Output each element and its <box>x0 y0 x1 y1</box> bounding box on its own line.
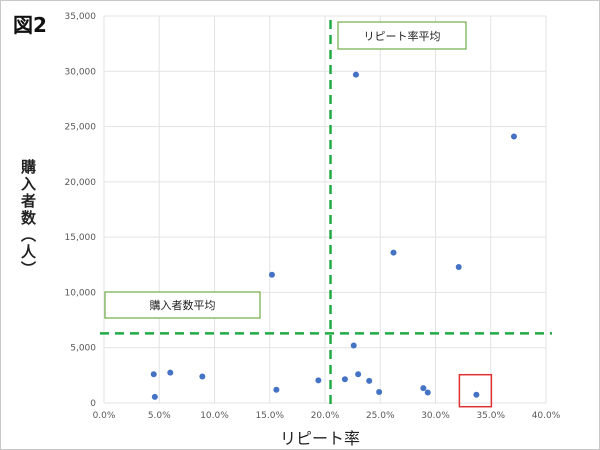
x-tick-label: 5.0% <box>148 411 171 421</box>
data-point <box>273 386 280 393</box>
x-tick-label: 0.0% <box>93 411 116 421</box>
data-point <box>376 388 383 395</box>
x-tick-label: 10.0% <box>200 411 229 421</box>
x-tick-label: 25.0% <box>366 411 395 421</box>
y-tick-label: 5,000 <box>70 344 96 354</box>
y-tick-label: 35,000 <box>65 12 97 22</box>
buyer-average-label: 購入者数平均 <box>150 298 216 312</box>
data-point <box>151 393 158 400</box>
data-point <box>315 377 322 384</box>
x-tick-label: 30.0% <box>421 411 450 421</box>
x-axis-label: リピート率 <box>279 429 360 448</box>
data-point <box>473 391 480 398</box>
x-tick-label: 35.0% <box>476 411 505 421</box>
data-point <box>510 133 517 140</box>
y-tick-label: 0 <box>90 399 96 409</box>
data-point <box>366 377 373 384</box>
y-tick-label: 15,000 <box>65 233 97 243</box>
data-point <box>150 371 157 378</box>
y-axis-label: 購入者数（人） <box>19 159 37 278</box>
x-tick-label: 40.0% <box>532 411 561 421</box>
data-point <box>352 71 359 78</box>
data-point <box>167 369 174 376</box>
x-tick-label: 20.0% <box>311 411 340 421</box>
y-tick-label: 30,000 <box>65 67 97 77</box>
data-point <box>424 389 431 396</box>
y-tick-label: 20,000 <box>65 178 97 188</box>
figure-label: 図2 <box>13 13 47 37</box>
data-point <box>355 371 362 378</box>
data-point <box>268 271 275 278</box>
repeat-average-label: リピート率平均 <box>364 29 441 43</box>
data-point <box>350 342 357 349</box>
data-point <box>199 373 206 380</box>
repeat-average-label-box <box>337 21 467 50</box>
data-point <box>341 376 348 383</box>
x-tick-label: 15.0% <box>255 411 284 421</box>
data-point <box>390 249 397 256</box>
data-point <box>455 263 462 270</box>
y-tick-label: 10,000 <box>65 288 97 298</box>
highlight-box <box>458 373 493 408</box>
buyer-average-label-box <box>104 291 261 319</box>
data-point <box>420 385 427 392</box>
y-tick-label: 25,000 <box>65 123 97 133</box>
